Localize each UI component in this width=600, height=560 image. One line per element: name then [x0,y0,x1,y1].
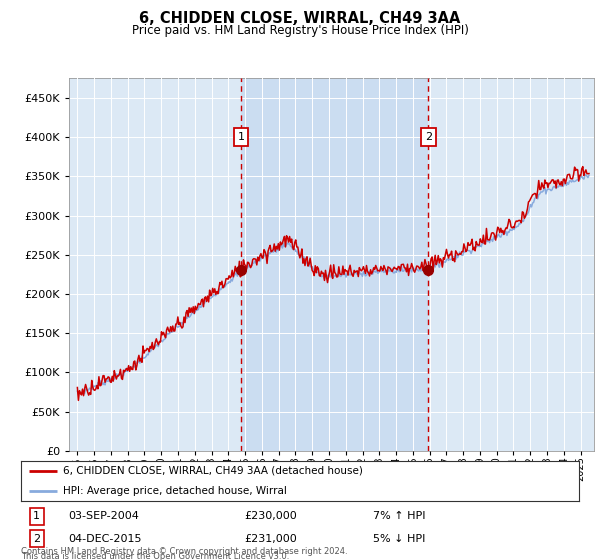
Text: HPI: Average price, detached house, Wirral: HPI: Average price, detached house, Wirr… [63,486,287,496]
Text: Contains HM Land Registry data © Crown copyright and database right 2024.: Contains HM Land Registry data © Crown c… [21,547,347,556]
Text: £230,000: £230,000 [244,511,297,521]
Text: 6, CHIDDEN CLOSE, WIRRAL, CH49 3AA: 6, CHIDDEN CLOSE, WIRRAL, CH49 3AA [139,11,461,26]
Text: 04-DEC-2015: 04-DEC-2015 [68,534,142,544]
Text: 5% ↓ HPI: 5% ↓ HPI [373,534,425,544]
Text: This data is licensed under the Open Government Licence v3.0.: This data is licensed under the Open Gov… [21,552,289,560]
Text: £231,000: £231,000 [244,534,297,544]
Text: 2: 2 [33,534,40,544]
Text: 1: 1 [238,132,244,142]
Text: Price paid vs. HM Land Registry's House Price Index (HPI): Price paid vs. HM Land Registry's House … [131,24,469,36]
Text: 1: 1 [33,511,40,521]
Text: 7% ↑ HPI: 7% ↑ HPI [373,511,425,521]
Text: 6, CHIDDEN CLOSE, WIRRAL, CH49 3AA (detached house): 6, CHIDDEN CLOSE, WIRRAL, CH49 3AA (deta… [63,466,363,476]
Text: 2: 2 [425,132,432,142]
Text: 03-SEP-2004: 03-SEP-2004 [68,511,139,521]
Bar [241,78,428,451]
